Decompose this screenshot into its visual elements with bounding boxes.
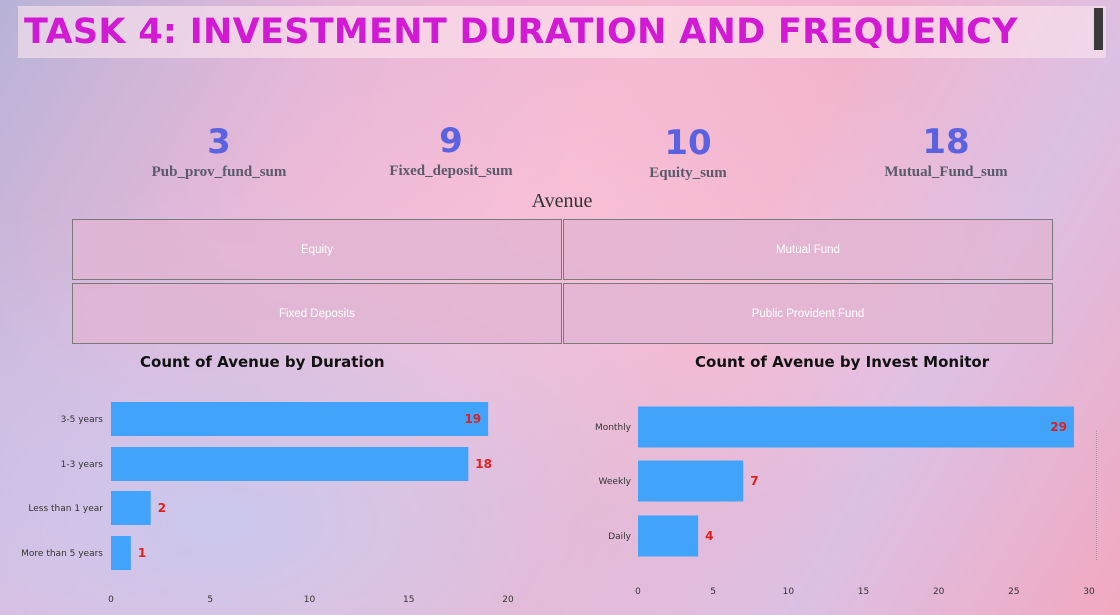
duration-chart-title: Count of Avenue by Duration (140, 353, 385, 371)
x-tick-label: 0 (635, 587, 641, 597)
data-label: 4 (705, 529, 713, 543)
invest-monitor-chart-title: Count of Avenue by Invest Monitor (695, 353, 990, 371)
title-marker (1094, 8, 1103, 50)
slicer-tile-public-provident-fund[interactable]: Public Provident Fund (563, 283, 1053, 344)
x-tick-label: 10 (783, 587, 795, 597)
x-tick-label: 5 (207, 595, 213, 605)
kpi-value: 3 (207, 122, 231, 162)
data-label: 1 (138, 546, 146, 560)
data-label: 19 (464, 412, 481, 426)
slicer-tile-mutual-fund[interactable]: Mutual Fund (563, 219, 1053, 280)
kpi-label: Mutual_Fund_sum (884, 164, 1008, 180)
kpi-card-fixed-deposit: 9 Fixed_deposit_sum (351, 121, 551, 180)
x-tick-label: 5 (710, 587, 716, 597)
bar-less-than-1-year (111, 491, 151, 525)
avenue-slicer-title: Avenue (531, 190, 593, 212)
bar-more-than-5-years (111, 536, 131, 570)
slicer-tile-label: Mutual Fund (776, 243, 840, 256)
data-label: 7 (750, 474, 758, 488)
category-label: 1-3 years (61, 460, 104, 470)
bar-3-5-years (111, 402, 489, 436)
bar-daily (638, 515, 699, 557)
scroll-indicator (1096, 430, 1099, 560)
title-bar (18, 6, 1106, 58)
bar-weekly (638, 460, 744, 502)
x-tick-label: 10 (304, 595, 316, 605)
kpi-card-mutual-fund: 18 Mutual_Fund_sum (846, 122, 1046, 181)
x-tick-label: 30 (1083, 587, 1095, 597)
kpi-value: 9 (439, 121, 463, 161)
x-tick-label: 0 (108, 595, 114, 605)
kpi-label: Equity_sum (649, 165, 727, 181)
x-tick-label: 25 (1008, 587, 1019, 597)
kpi-card-equity: 10 Equity_sum (588, 123, 788, 182)
kpi-value: 10 (664, 123, 712, 163)
category-label: More than 5 years (21, 549, 103, 559)
bar-1-3-years (111, 447, 469, 481)
category-label: Daily (608, 532, 631, 542)
kpi-label: Fixed_deposit_sum (389, 163, 513, 179)
x-tick-label: 20 (502, 595, 514, 605)
page-title: TASK 4: INVESTMENT DURATION AND FREQUENC… (24, 12, 1018, 52)
slicer-tile-fixed-deposits[interactable]: Fixed Deposits (72, 283, 562, 344)
kpi-label: Pub_prov_fund_sum (151, 164, 287, 180)
slicer-tile-label: Fixed Deposits (278, 307, 356, 320)
data-label: 29 (1050, 420, 1067, 434)
category-label: Monthly (595, 423, 632, 433)
data-label: 2 (158, 501, 166, 515)
slicer-tile-equity[interactable]: Equity (72, 219, 562, 280)
data-label: 18 (475, 457, 492, 471)
slicer-tile-label: Equity (301, 243, 333, 256)
kpi-card-pub-prov-fund: 3 Pub_prov_fund_sum (119, 122, 319, 181)
slicer-tile-label: Public Provident Fund (751, 307, 865, 320)
kpi-value: 18 (922, 122, 970, 162)
category-label: Weekly (599, 477, 632, 487)
x-tick-label: 15 (858, 587, 869, 597)
x-tick-label: 15 (403, 595, 414, 605)
category-label: 3-5 years (61, 415, 104, 425)
category-label: Less than 1 year (28, 504, 103, 514)
x-tick-label: 20 (933, 587, 945, 597)
bar-monthly (638, 406, 1074, 448)
